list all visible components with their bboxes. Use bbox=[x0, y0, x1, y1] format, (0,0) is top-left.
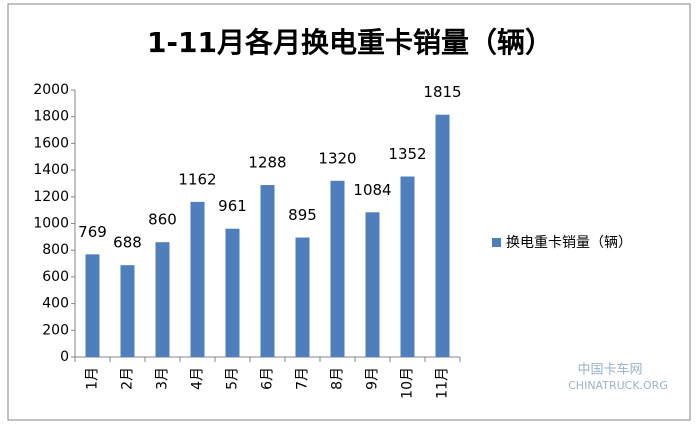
data-label: 1815 bbox=[423, 83, 461, 101]
y-tick-label: 1000 bbox=[33, 216, 69, 232]
bar bbox=[400, 176, 415, 357]
x-tick-label: 1月 bbox=[85, 367, 101, 390]
bar bbox=[365, 212, 380, 357]
bar bbox=[295, 237, 310, 357]
data-label: 688 bbox=[113, 234, 142, 252]
data-label: 1288 bbox=[248, 154, 286, 172]
y-tick-label: 200 bbox=[42, 322, 69, 338]
y-tick-label: 400 bbox=[42, 296, 69, 312]
x-tick-label: 4月 bbox=[190, 367, 206, 390]
bar bbox=[155, 242, 170, 357]
data-label: 1084 bbox=[353, 181, 391, 199]
data-label: 1162 bbox=[178, 170, 216, 188]
data-label: 769 bbox=[78, 223, 107, 241]
bar bbox=[120, 265, 135, 357]
legend-label: 换电重卡销量（辆） bbox=[506, 234, 632, 251]
bar bbox=[330, 180, 345, 357]
bar bbox=[190, 201, 205, 357]
watermark-site: CHINATRUCK.ORG bbox=[568, 379, 668, 392]
bar bbox=[225, 228, 240, 357]
y-tick-label: 800 bbox=[42, 242, 69, 258]
watermark-name: 中国卡车网 bbox=[577, 362, 642, 378]
x-tick-label: 11月 bbox=[435, 367, 451, 399]
x-tick-label: 3月 bbox=[155, 367, 171, 390]
x-tick-label: 9月 bbox=[365, 367, 381, 390]
x-tick-label: 5月 bbox=[225, 367, 241, 390]
x-tick-label: 7月 bbox=[295, 367, 311, 390]
bar bbox=[85, 254, 100, 357]
legend-swatch bbox=[492, 238, 501, 247]
data-label: 961 bbox=[218, 197, 247, 215]
bar bbox=[260, 185, 275, 357]
data-label: 1352 bbox=[388, 145, 426, 163]
y-tick-label: 1200 bbox=[33, 189, 69, 205]
x-tick-label: 6月 bbox=[260, 367, 276, 390]
x-tick-label: 2月 bbox=[120, 367, 136, 390]
y-tick-label: 600 bbox=[42, 269, 69, 285]
y-tick-label: 0 bbox=[60, 349, 69, 365]
bar bbox=[435, 114, 450, 357]
x-tick-label: 10月 bbox=[400, 367, 416, 399]
data-label: 895 bbox=[288, 206, 317, 224]
data-label: 1320 bbox=[318, 149, 356, 167]
y-tick-label: 1800 bbox=[33, 109, 69, 125]
chart-title: 1-11月各月换电重卡销量（辆） bbox=[147, 26, 553, 59]
x-tick-label: 8月 bbox=[330, 367, 346, 390]
y-tick-label: 1600 bbox=[33, 135, 69, 151]
y-tick-label: 2000 bbox=[33, 82, 69, 98]
y-tick-label: 1400 bbox=[33, 162, 69, 178]
data-label: 860 bbox=[148, 211, 177, 229]
